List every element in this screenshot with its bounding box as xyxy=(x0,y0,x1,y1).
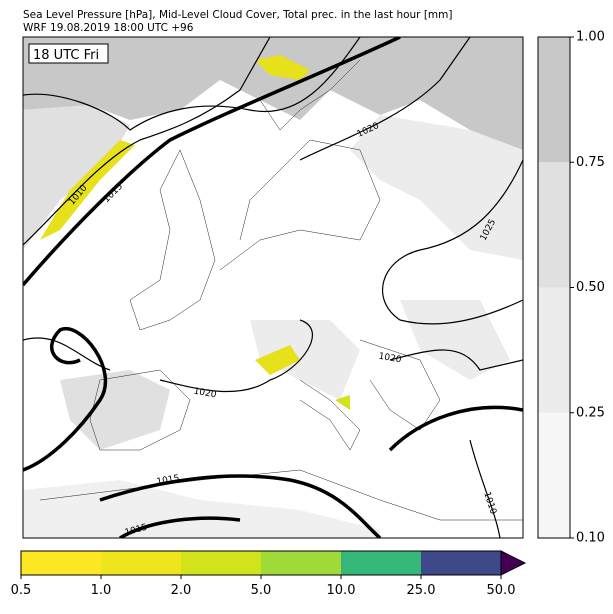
map: 18 UTC Fri 1010 1015102010251020102010151… xyxy=(22,36,524,539)
colorbar-tick-label: 1.00 xyxy=(576,30,605,45)
cloud-area xyxy=(400,300,510,380)
colorbar-tick-label: 10.0 xyxy=(327,583,356,598)
colorbar-segment xyxy=(21,551,101,575)
time-label-box xyxy=(28,43,109,64)
cloud-colorbar: 0.10 0.25 0.50 0.75 1.00 xyxy=(537,30,605,546)
colorbar-tick-label: 5.0 xyxy=(251,583,272,598)
title: Sea Level Pressure [hPa], Mid-Level Clou… xyxy=(23,9,453,21)
colorbar-segment xyxy=(341,551,421,575)
cloud-area xyxy=(250,320,360,400)
contour-label: 1020 xyxy=(378,352,403,366)
precip-area xyxy=(255,345,300,375)
coastlines xyxy=(39,59,523,521)
colorbar-segment xyxy=(538,162,570,288)
isobars xyxy=(23,37,523,538)
colorbar-tick-label: 0.5 xyxy=(11,583,32,598)
colorbar-segment xyxy=(421,551,501,575)
time-label: 18 UTC Fri xyxy=(33,48,99,63)
precip-colorbar: 0.5 1.0 2.0 5.0 10.0 25.0 50.0 xyxy=(11,550,527,598)
colorbar-segment xyxy=(538,412,570,538)
colorbar-segment xyxy=(101,551,181,575)
colorbar-tick-label: 1.0 xyxy=(91,583,112,598)
cloud-area xyxy=(60,370,170,450)
colorbar-segment xyxy=(538,37,570,163)
map-frame xyxy=(22,36,524,539)
colorbar-tick-label: 50.0 xyxy=(487,583,516,598)
colorbar-segment xyxy=(538,287,570,413)
precip-area xyxy=(255,55,310,80)
colorbar-tick-label: 0.10 xyxy=(576,531,605,546)
contour-label: 1020 xyxy=(193,387,218,401)
colorbar-tick-label: 0.75 xyxy=(576,155,605,170)
colorbar-tick-label: 25.0 xyxy=(407,583,436,598)
colorbar-extend xyxy=(500,550,527,576)
cloud-area xyxy=(350,115,523,260)
colorbar-segment xyxy=(261,551,341,575)
colorbar-tick-label: 0.25 xyxy=(576,405,605,420)
cloud-area xyxy=(23,105,130,250)
isobar-1015 xyxy=(23,37,523,538)
subtitle: WRF 19.08.2019 18:00 UTC +96 xyxy=(23,22,194,34)
map-layers xyxy=(23,37,523,538)
colorbar-segment xyxy=(181,551,261,575)
precip-area xyxy=(335,395,350,410)
contour-label: 1015 xyxy=(156,474,180,488)
colorbar-tick-label: 0.50 xyxy=(576,280,605,295)
precip-area xyxy=(40,140,135,240)
colorbar-tick-label: 2.0 xyxy=(171,583,192,598)
